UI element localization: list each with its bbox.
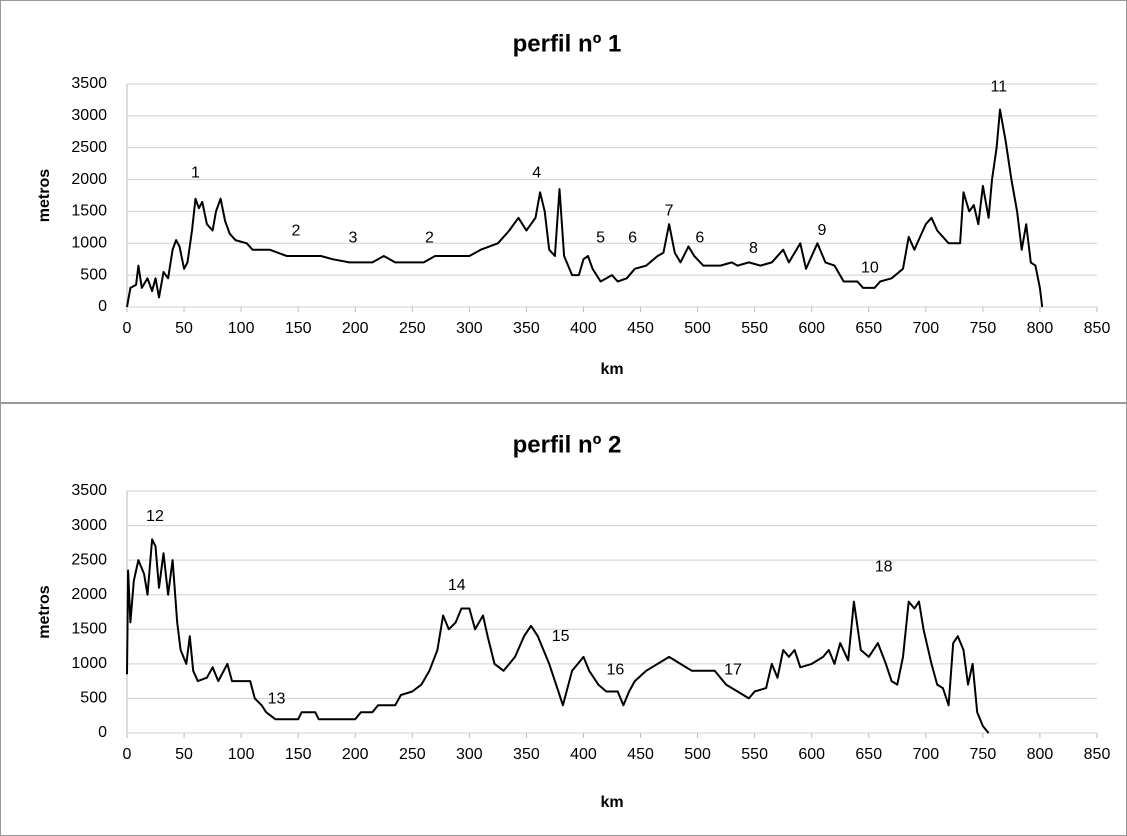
x-tick-label: 500 bbox=[684, 746, 711, 763]
annotation: 1 bbox=[191, 164, 200, 181]
annotation: 15 bbox=[552, 628, 570, 645]
x-tick-label: 550 bbox=[741, 320, 768, 337]
x-tick-label: 350 bbox=[513, 320, 540, 337]
x-tick-label: 350 bbox=[513, 746, 540, 763]
annotation: 9 bbox=[818, 222, 827, 239]
x-tick-label: 0 bbox=[123, 746, 132, 763]
x-tick-label: 100 bbox=[228, 746, 255, 763]
x-tick-label: 450 bbox=[627, 320, 654, 337]
panel-frame bbox=[0, 403, 1127, 836]
x-tick-label: 600 bbox=[798, 320, 825, 337]
x-tick-label: 500 bbox=[684, 320, 711, 337]
x-tick-label: 150 bbox=[285, 320, 312, 337]
x-tick-label: 600 bbox=[798, 746, 825, 763]
annotation: 6 bbox=[695, 229, 704, 246]
y-tick-label: 2500 bbox=[71, 139, 107, 156]
y-tick-label: 500 bbox=[80, 266, 107, 283]
y-axis-title: metros bbox=[36, 169, 53, 222]
x-axis-title: km bbox=[600, 361, 623, 378]
y-tick-label: 2000 bbox=[71, 171, 107, 188]
y-tick-label: 1500 bbox=[71, 621, 107, 638]
annotation: 17 bbox=[724, 661, 742, 678]
annotation: 5 bbox=[596, 229, 605, 246]
x-tick-label: 0 bbox=[123, 320, 132, 337]
y-axis-title: metros bbox=[36, 585, 53, 638]
x-tick-label: 300 bbox=[456, 320, 483, 337]
x-tick-label: 800 bbox=[1027, 746, 1054, 763]
y-tick-label: 500 bbox=[80, 690, 107, 707]
annotation: 2 bbox=[291, 222, 300, 239]
annotation: 6 bbox=[628, 229, 637, 246]
y-tick-label: 1000 bbox=[71, 235, 107, 252]
y-tick-label: 0 bbox=[98, 298, 107, 315]
y-tick-label: 2000 bbox=[71, 586, 107, 603]
x-tick-label: 300 bbox=[456, 746, 483, 763]
y-tick-label: 1500 bbox=[71, 203, 107, 220]
annotation: 18 bbox=[875, 558, 893, 575]
x-tick-label: 450 bbox=[627, 746, 654, 763]
x-tick-label: 750 bbox=[970, 320, 997, 337]
x-tick-label: 400 bbox=[570, 320, 597, 337]
x-tick-label: 50 bbox=[175, 746, 193, 763]
y-tick-label: 3500 bbox=[71, 482, 107, 499]
x-tick-label: 150 bbox=[285, 746, 312, 763]
x-tick-label: 250 bbox=[399, 746, 426, 763]
x-tick-label: 850 bbox=[1084, 320, 1111, 337]
x-tick-label: 700 bbox=[912, 320, 939, 337]
annotation: 16 bbox=[607, 661, 625, 678]
x-tick-label: 100 bbox=[228, 320, 255, 337]
profile-line bbox=[126, 108, 1044, 308]
x-tick-label: 650 bbox=[855, 746, 882, 763]
x-axis-title: km bbox=[600, 794, 623, 811]
annotation: 8 bbox=[749, 240, 758, 257]
x-tick-label: 800 bbox=[1027, 320, 1054, 337]
x-tick-label: 50 bbox=[175, 320, 193, 337]
y-tick-label: 3000 bbox=[71, 517, 107, 534]
annotation: 4 bbox=[532, 164, 541, 181]
annotation: 10 bbox=[861, 259, 879, 276]
annotation: 2 bbox=[425, 229, 434, 246]
annotation: 12 bbox=[146, 508, 164, 525]
x-tick-label: 850 bbox=[1084, 746, 1111, 763]
annotation: 13 bbox=[268, 690, 286, 707]
x-tick-label: 250 bbox=[399, 320, 426, 337]
annotation: 11 bbox=[991, 78, 1008, 95]
annotation: 3 bbox=[348, 229, 357, 246]
y-tick-label: 0 bbox=[98, 724, 107, 741]
y-tick-label: 1000 bbox=[71, 655, 107, 672]
annotation: 14 bbox=[448, 577, 466, 594]
panel-frame bbox=[0, 0, 1127, 403]
y-tick-label: 2500 bbox=[71, 551, 107, 568]
chart-title: perfil nº 1 bbox=[513, 30, 622, 57]
profile-line bbox=[126, 538, 990, 734]
y-tick-label: 3500 bbox=[71, 75, 107, 92]
x-tick-label: 750 bbox=[970, 746, 997, 763]
x-tick-label: 650 bbox=[855, 320, 882, 337]
x-tick-label: 550 bbox=[741, 746, 768, 763]
x-tick-label: 200 bbox=[342, 320, 369, 337]
chart-title: perfil nº 2 bbox=[513, 431, 622, 458]
annotation: 7 bbox=[665, 203, 674, 220]
x-tick-label: 200 bbox=[342, 746, 369, 763]
x-tick-label: 400 bbox=[570, 746, 597, 763]
x-tick-label: 700 bbox=[912, 746, 939, 763]
y-tick-label: 3000 bbox=[71, 107, 107, 124]
